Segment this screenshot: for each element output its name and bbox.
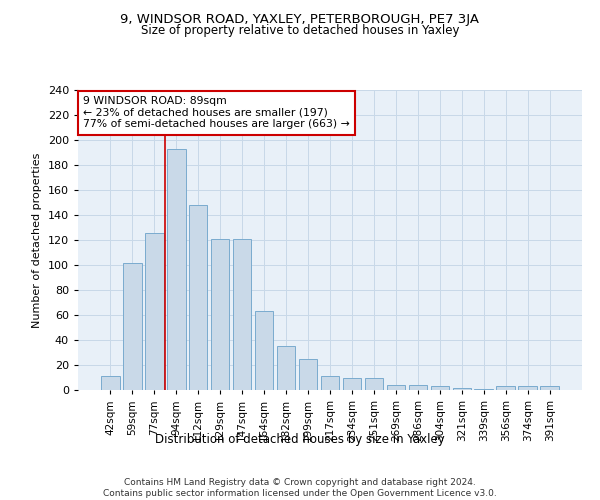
Bar [475,389,493,390]
Bar [386,385,405,390]
Bar [496,386,515,390]
Text: 9 WINDSOR ROAD: 89sqm
← 23% of detached houses are smaller (197)
77% of semi-det: 9 WINDSOR ROAD: 89sqm ← 23% of detached … [83,96,350,129]
Bar [255,311,274,390]
Bar [541,386,559,390]
Bar [343,378,361,390]
Bar [409,385,427,390]
Bar [233,239,251,390]
Bar [277,346,295,390]
Text: Contains HM Land Registry data © Crown copyright and database right 2024.
Contai: Contains HM Land Registry data © Crown c… [103,478,497,498]
Bar [189,205,208,390]
Y-axis label: Number of detached properties: Number of detached properties [32,152,42,328]
Bar [101,376,119,390]
Bar [365,378,383,390]
Bar [518,386,537,390]
Bar [167,149,185,390]
Bar [452,388,471,390]
Text: 9, WINDSOR ROAD, YAXLEY, PETERBOROUGH, PE7 3JA: 9, WINDSOR ROAD, YAXLEY, PETERBOROUGH, P… [121,12,479,26]
Bar [145,232,164,390]
Text: Size of property relative to detached houses in Yaxley: Size of property relative to detached ho… [141,24,459,37]
Bar [211,239,229,390]
Bar [431,386,449,390]
Bar [299,359,317,390]
Bar [123,262,142,390]
Bar [320,376,340,390]
Text: Distribution of detached houses by size in Yaxley: Distribution of detached houses by size … [155,432,445,446]
